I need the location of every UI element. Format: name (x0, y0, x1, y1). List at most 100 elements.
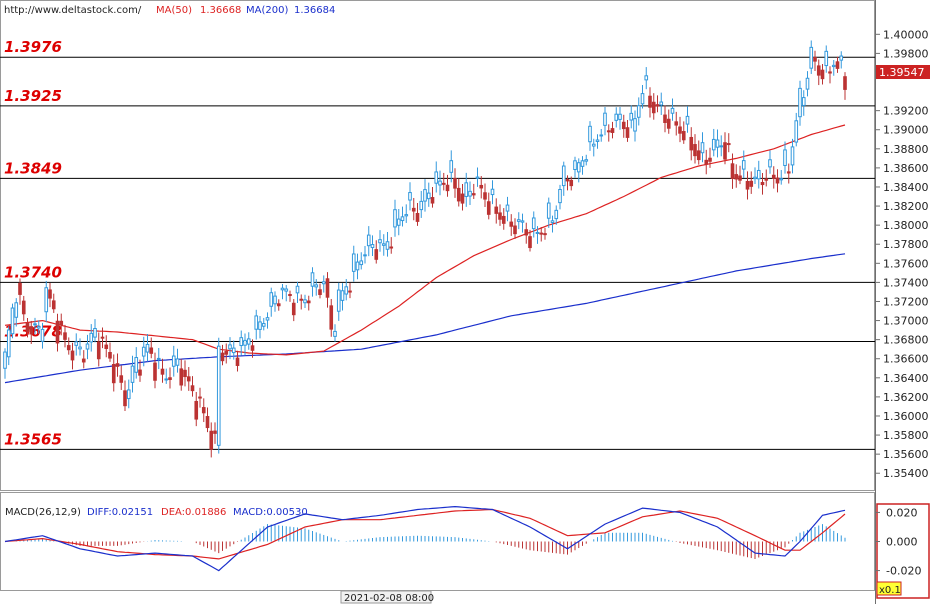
bull-candle (93, 328, 97, 338)
ma200-line (4, 253, 846, 384)
macd-diff-label: DIFF:0.02151 (87, 507, 153, 518)
bear-candle (828, 71, 832, 74)
bear-candle (479, 184, 484, 189)
bear-candle (494, 206, 499, 214)
price-tick-label: 1.39800 (883, 47, 929, 60)
bear-candle (318, 289, 322, 295)
bull-candle (145, 343, 150, 353)
bull-candle (381, 243, 386, 246)
bear-candle (565, 178, 570, 182)
price-tick-label: 1.36200 (883, 391, 929, 404)
bull-candle (321, 281, 326, 285)
price-tick-label: 1.37600 (883, 257, 929, 270)
bear-candle (730, 163, 735, 179)
bear-candle (70, 350, 75, 361)
bull-candle (175, 358, 180, 366)
macd-title: MACD(26,12,9) (5, 507, 81, 518)
bear-candle (843, 76, 847, 90)
price-tick-label: 1.35400 (883, 467, 929, 480)
bull-candle (295, 285, 300, 294)
bear-candle (415, 212, 420, 222)
bear-candle (329, 305, 334, 330)
bear-candle (764, 178, 769, 181)
bull-candle (284, 288, 289, 292)
bull-candle (261, 323, 266, 327)
bull-candle (711, 138, 716, 151)
bear-candle (509, 221, 514, 227)
bull-candle (423, 189, 427, 202)
bull-candle (265, 317, 270, 321)
bull-candle (378, 239, 382, 244)
bear-candle (108, 351, 112, 359)
bear-candle (213, 430, 217, 434)
price-tick-label: 1.38600 (883, 162, 929, 175)
bull-candle (805, 77, 810, 90)
bear-candle (96, 341, 101, 360)
bear-candle (749, 180, 754, 187)
bear-candle (209, 430, 214, 450)
bull-candle (344, 286, 349, 295)
bear-candle (201, 407, 206, 414)
bear-candle (513, 225, 517, 235)
macd-tick-label: -0.020 (886, 565, 921, 578)
bull-candle (644, 75, 649, 81)
bear-candle (190, 385, 195, 392)
bull-candle (561, 165, 566, 187)
bull-candle (475, 176, 480, 179)
bear-candle (194, 400, 199, 420)
source-url[interactable]: http://www.deltastock.com/ (4, 5, 142, 16)
bear-candle (786, 171, 791, 174)
bear-candle (389, 246, 394, 249)
zoom-badge-label: x0.1 (879, 585, 901, 596)
bull-candle (419, 200, 424, 211)
bear-candle (471, 193, 476, 196)
price-tick-label: 1.36800 (883, 334, 929, 347)
bear-candle (325, 278, 330, 298)
bear-candle (625, 127, 630, 138)
bull-candle (134, 357, 139, 373)
bear-candle (348, 290, 352, 293)
bear-candle (51, 300, 56, 310)
bear-candle (29, 326, 34, 335)
bear-candle (288, 294, 292, 297)
ma50-line-group (4, 124, 846, 356)
macd-dea-label: DEA:0.01886 (161, 507, 226, 518)
bull-candle (794, 120, 799, 143)
ma50-legend-label: MA(50) (156, 5, 192, 16)
level-label: 1.3976 (4, 38, 62, 56)
bull-candle (44, 287, 49, 313)
bear-candle (224, 351, 229, 355)
bull-candle (385, 241, 390, 250)
bull-candle (490, 188, 495, 196)
ma200-line-group (4, 253, 846, 384)
bull-candle (126, 389, 131, 400)
bull-candle (614, 113, 619, 121)
bear-candle (220, 352, 225, 362)
zoom-badge[interactable] (876, 581, 902, 596)
bull-candle (10, 307, 15, 335)
bear-candle (430, 197, 435, 204)
bull-candle (505, 204, 510, 212)
bull-candle (78, 346, 82, 350)
price-tick-label: 1.35800 (883, 429, 929, 442)
bull-candle (591, 143, 596, 147)
bull-candle (280, 287, 285, 291)
level-label: 1.3925 (4, 87, 62, 105)
price-tick-label: 1.39000 (883, 124, 929, 137)
level-label: 1.3849 (4, 159, 62, 177)
main-panel-frame (0, 0, 875, 491)
bear-candle (655, 104, 660, 107)
bull-candle (370, 244, 375, 249)
bull-candle (588, 125, 592, 143)
bear-candle (306, 300, 311, 304)
bear-candle (666, 118, 671, 129)
bear-candle (63, 332, 67, 340)
bear-candle (205, 416, 210, 429)
bear-candle (663, 114, 667, 123)
bear-candle (411, 207, 416, 212)
bull-candle (618, 113, 622, 120)
bull-candle (351, 253, 356, 272)
level-label: 1.3740 (4, 263, 62, 281)
bull-candle (783, 149, 787, 166)
